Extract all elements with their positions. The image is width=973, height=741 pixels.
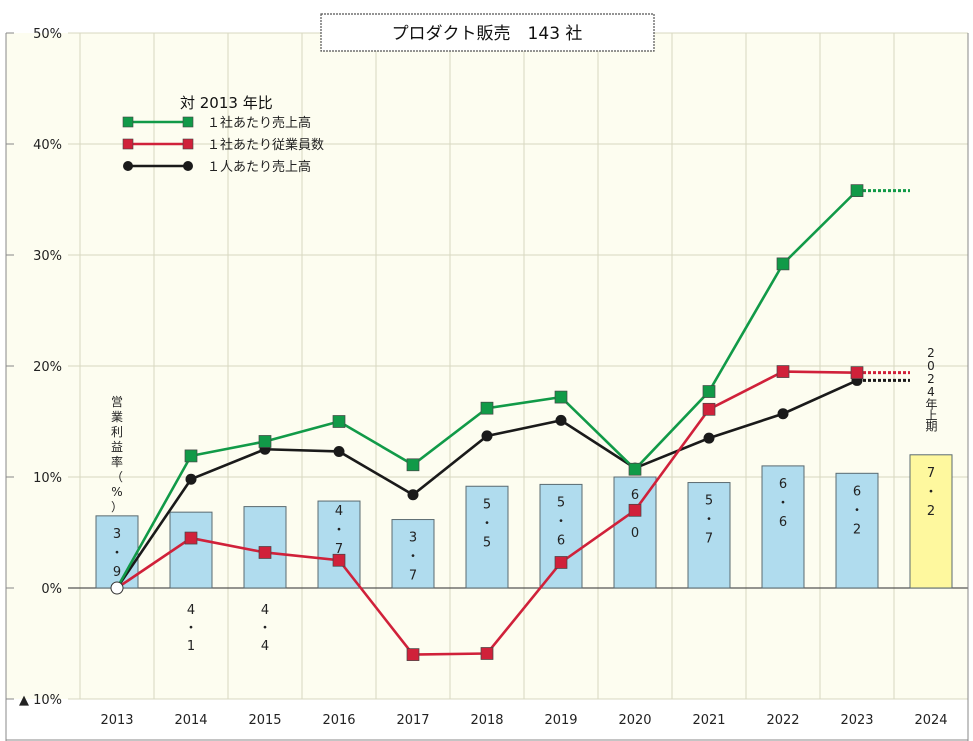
x-tick-label: 2019 [544,713,577,728]
x-tick-label: 2023 [840,713,873,728]
x-tick-label: 2024 [914,713,947,728]
x-tick-label: 2020 [618,713,651,728]
y-tick-label: 10% [33,471,62,486]
y-tick-label: 30% [33,249,62,264]
data-point [850,184,864,197]
data-point [702,385,716,398]
legend-title: 対 2013 年比 [180,94,273,112]
annotation-2024: 2024年上期 [924,346,938,432]
bar [169,511,213,589]
legend-item: １人あたり売上高 [123,159,311,175]
legend-marker [122,138,134,150]
bar-value-label: 3 ・ 9 [110,527,123,580]
x-tick-label: 2017 [396,713,429,728]
bar-value-label: 4 ・ 1 [184,603,197,654]
data-point [554,556,568,569]
data-point [184,449,198,463]
series-１社あたり従業員数 [116,365,910,661]
y-tick-label: 50% [33,27,62,42]
data-point [703,432,715,444]
x-tick-label: 2022 [766,713,799,728]
bar-value-label: 5 ・ 6 [554,495,567,548]
data-point [333,445,345,457]
bars: 3・94・14・44・73・75・55・66・05・76・66・27・2 [95,454,953,654]
legend-item: １社あたり売上高 [122,115,311,131]
y-tick-label: 0% [41,582,62,597]
legend-item: １社あたり従業員数 [122,137,324,153]
legend-marker [122,116,134,128]
bar-value-label: 4 ・ 7 [332,504,345,557]
bar [761,465,805,589]
y-tick-label: ▲ 10% [19,693,62,708]
x-tick-label: 2016 [322,713,355,728]
data-point [628,503,642,517]
legend-label: １社あたり従業員数 [207,137,324,153]
bar-value-label: 6 ・ 2 [850,484,863,537]
data-point [628,462,642,476]
legend-marker [182,138,194,150]
bar [539,483,583,589]
data-point [406,458,420,472]
bar [909,454,953,589]
origin-point [110,581,124,595]
data-point [185,473,197,485]
x-tick-label: 2018 [470,713,503,728]
x-tick-label: 2021 [692,713,725,728]
bar-axis-label: 営業利益率（%） [111,395,123,514]
data-point [776,365,790,378]
bar-value-label: 5 ・ 7 [702,494,715,547]
grid [5,32,969,700]
lines [110,184,910,661]
bar [835,472,879,589]
data-point [332,415,346,428]
bar-value-label: 5 ・ 5 [480,497,493,550]
bar-value-label: 6 ・ 6 [776,477,789,530]
data-point [777,408,789,420]
data-point [555,414,567,426]
axis: 50% 40% 30% 20% 10% 0% ▲ 10% 2013 2014 2015 2016 20… [5,27,969,741]
bar-value-label: 7 ・ 2 [924,466,937,519]
series-１社あたり売上高 [115,184,910,589]
y-tick-label: 20% [33,360,62,375]
data-point [184,531,198,545]
bar [687,482,731,589]
bar [95,515,139,589]
bar [613,476,657,589]
bar-value-label: 4 ・ 4 [258,603,271,654]
data-point [258,546,272,559]
bar [465,485,509,589]
data-point [480,647,494,660]
y-tick-label: 40% [33,138,62,153]
legend-marker [182,116,194,128]
series-１人あたり売上高 [115,374,910,589]
legend-marker [123,161,133,171]
data-point [702,402,716,416]
data-point [332,553,346,567]
data-point [481,430,493,442]
legend: 対 2013 年比 １社あたり売上高 １社あたり従業員数 １人あたり売上高 [122,94,324,175]
data-point [407,489,419,501]
data-point [776,257,790,271]
data-point [258,435,272,448]
bar [317,500,361,589]
data-point [850,366,864,380]
title-box: プロダクト販売 143 社 [320,13,655,52]
bar [391,519,435,589]
chart-title: プロダクト販売 143 社 [392,24,583,44]
x-tick-label: 2015 [248,713,281,728]
legend-label: １社あたり売上高 [207,115,311,131]
data-point [406,648,420,661]
bar-value-label: 3 ・ 7 [406,531,419,584]
data-point [480,401,494,415]
x-tick-label: 2013 [100,713,133,728]
legend-label: １人あたり売上高 [207,159,311,175]
x-tick-label: 2014 [174,713,207,728]
data-point [554,390,568,404]
legend-marker [183,161,193,171]
